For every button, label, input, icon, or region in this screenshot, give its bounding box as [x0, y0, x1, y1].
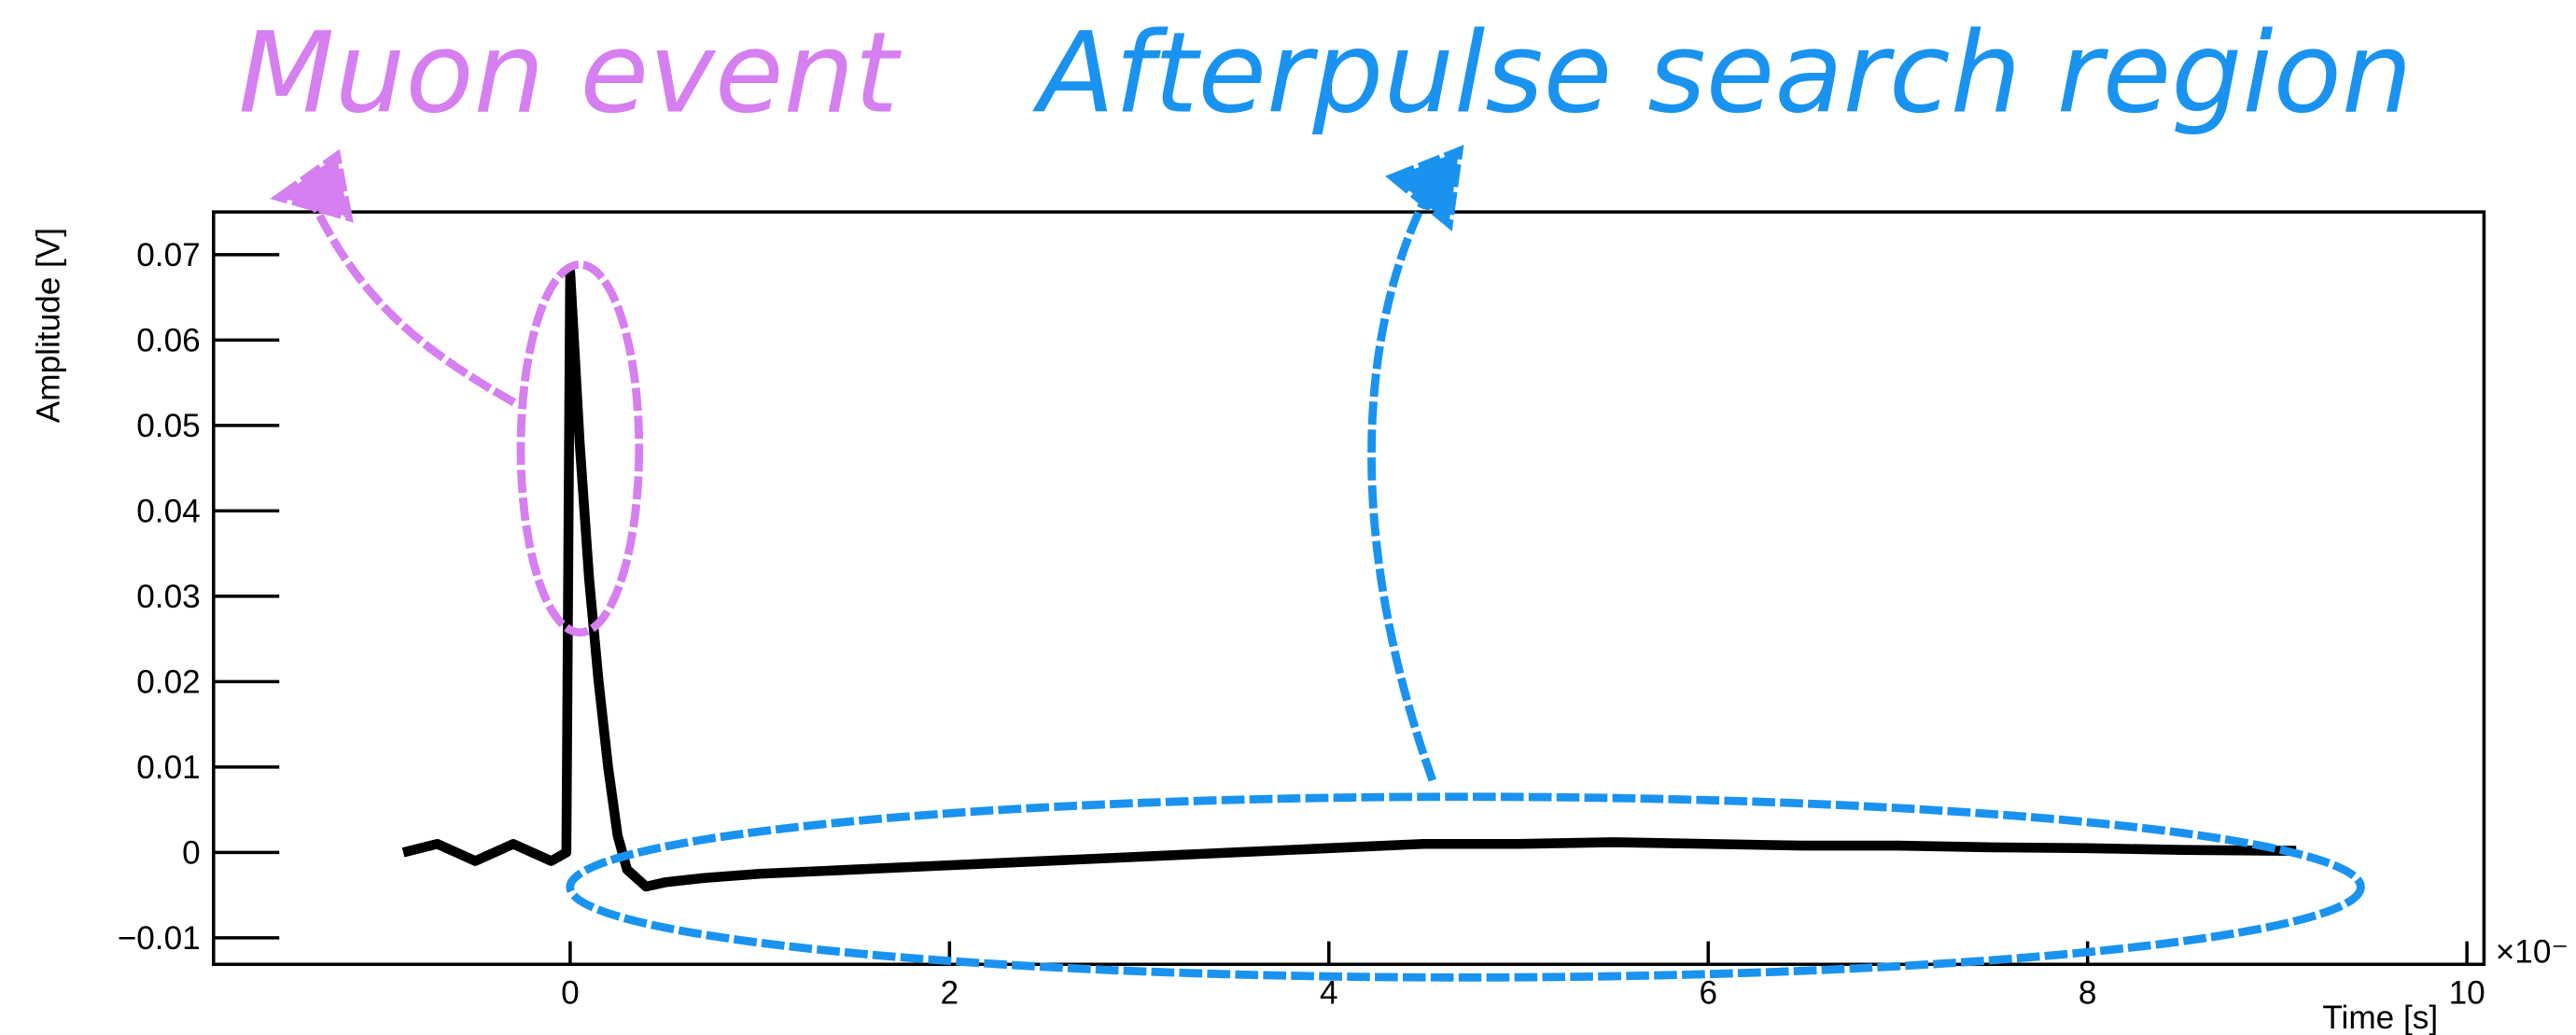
x-tick-label: 8: [2079, 975, 2097, 1012]
y-tick-label: 0.04: [136, 494, 201, 530]
arrow: [1367, 182, 1437, 782]
x-tick-label: 4: [1320, 975, 1338, 1012]
x-multiplier: ×10⁻: [2496, 934, 2569, 971]
x-axis-label: Time [s]: [2322, 1000, 2438, 1035]
plot-area: −0.01 0 0.01 0.02 0.03 0.04 0.05 0.06 0.07 0 2 4 6 8 1…: [118, 237, 2485, 1011]
x-tick-label: 2: [941, 975, 959, 1012]
annotation: Afterpulse search region: [1031, 9, 2412, 139]
arrow: [308, 198, 517, 407]
series-line: [401, 266, 2297, 892]
y-axis-label: Amplitude [V]: [30, 228, 66, 423]
highlight-ellipse: [516, 260, 644, 637]
y-tick-label: 0: [182, 835, 201, 872]
frame: [212, 210, 2486, 967]
decorations: [270, 145, 2365, 982]
y-tick-label: 0.02: [136, 664, 201, 701]
annotation: Muon event: [238, 9, 902, 139]
arrow-head: [1385, 145, 1464, 231]
y-tick-label: 0.07: [136, 237, 201, 273]
arrow-head: [270, 148, 354, 223]
y-tick-label: −0.01: [118, 920, 201, 957]
x-tick-label: 0: [561, 975, 580, 1012]
y-tick-label: 0.05: [136, 408, 201, 444]
y-tick-label: 0.03: [136, 579, 201, 615]
x-tick-label: 10: [2449, 975, 2485, 1012]
y-tick-label: 0.01: [136, 749, 201, 786]
y-tick-label: 0.06: [136, 323, 201, 359]
x-tick-label: 6: [1699, 975, 1717, 1012]
highlight-ellipse: [566, 792, 2365, 982]
